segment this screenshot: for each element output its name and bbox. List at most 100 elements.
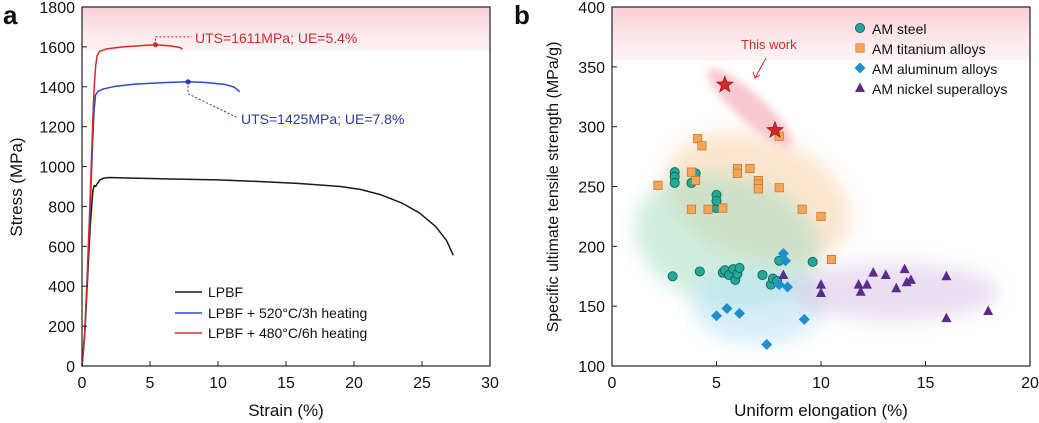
am-titanium-alloys-point [774, 183, 784, 193]
legend-label-am-titanium-alloys: AM titanium alloys [872, 41, 986, 57]
am-aluminum-alloys-point [721, 303, 733, 315]
panel-b-ticks: 0 5 10 15 20 100 150 200 250 300 350 400 [578, 0, 1039, 392]
panel-a-annotation-red-leader [154, 36, 192, 45]
am-nickel-superalloys-point [778, 269, 789, 280]
am-titanium-alloys-point [703, 204, 713, 214]
panel-a-ticks: 0 5 10 15 20 25 30 0 200 400 600 800 1000 1200 1400 160… [39, 0, 499, 392]
panel-a-annotation-red-text: UTS=1611MPa; UE=5.4% [195, 30, 357, 46]
am-nickel-superalloys-point [816, 279, 826, 289]
panel-b-y-tick-label: 300 [578, 120, 605, 137]
am-nickel-superalloys-point [941, 270, 952, 281]
am-aluminum-alloys-point [773, 279, 785, 291]
am-titanium-alloys-point [697, 141, 707, 151]
panel-b-x-tick-label: 20 [1021, 375, 1039, 392]
am-aluminum-alloys-point [733, 307, 745, 319]
panel-b-y-tick-label: 100 [578, 359, 605, 376]
this-work-arrow-shaft [754, 57, 767, 79]
panel-a-series-line-1 [81, 81, 241, 367]
this-work-arrow-head [752, 71, 761, 79]
am-steel-point [807, 256, 818, 267]
panel-b-y-tick-label: 200 [578, 239, 605, 256]
am-nickel-superalloys-point [983, 305, 994, 315]
am-steel-point [667, 271, 678, 282]
am-nickel-superalloys-point [905, 274, 916, 284]
legend-marker-am-nickel-superalloys [855, 82, 865, 92]
panel-b-y-tick-label: 400 [578, 0, 605, 17]
am-aluminum-alloys-point [779, 255, 791, 267]
legend-marker-am-aluminum-alloys [854, 62, 866, 74]
panel-b-legend: AM steel AM titanium alloys AM aluminum al… [854, 21, 1007, 97]
panel-a-series-line-0 [81, 176, 454, 367]
panel-b-label: b [514, 0, 530, 30]
panel-a-x-tick-label: 15 [277, 375, 295, 392]
panel-a-series-group [81, 42, 454, 367]
this-work-point [715, 75, 734, 93]
am-titanium-alloys-point [753, 184, 763, 194]
panel-a-annotation-blue-text: UTS=1425MPa; UE=7.8% [241, 111, 404, 127]
panel-a-x-tick-label: 5 [146, 375, 155, 392]
am-titanium-alloys-point [732, 168, 742, 178]
am-titanium-alloys-point [691, 176, 701, 186]
am-nickel-superalloys-point [880, 269, 891, 280]
panel-b-y-tick-label: 150 [578, 299, 605, 316]
am-aluminum-alloys-point [711, 310, 722, 322]
panel-a-x-axis-label: Strain (%) [248, 401, 324, 420]
am-nickel-superalloys-point [868, 267, 879, 277]
legend-marker-am-steel [855, 22, 866, 33]
panel-a-y-tick-label: 800 [48, 199, 75, 216]
am-aluminum-alloys-point [761, 338, 773, 350]
panel-b-region-ellipses [634, 68, 999, 345]
legend-marker-am-titanium-alloys [855, 43, 865, 53]
legend-label-520c: LPBF + 520°C/3h heating [208, 305, 367, 321]
this-work-point [766, 120, 785, 138]
panel-a-series-line-2 [81, 43, 184, 367]
am-nickel-superalloys-point [861, 279, 872, 289]
panel-b-x-tick-label: 0 [608, 375, 617, 392]
legend-label-lpbf: LPBF [208, 284, 243, 300]
legend-label-am-aluminum-alloys: AM aluminum alloys [872, 61, 997, 77]
panel-a-x-tick-label: 25 [413, 375, 431, 392]
panel-a-y-tick-label: 1400 [39, 80, 75, 97]
am-steel-point [694, 266, 705, 277]
am-nickel-superalloys-point [891, 282, 902, 293]
panel-b-y-axis-label: Specific ultimate tensile strength (MPa/… [545, 42, 562, 333]
am-steel-point [757, 270, 768, 281]
panel-a-x-tick-label: 10 [209, 375, 227, 392]
panel-b-x-tick-label: 15 [917, 375, 935, 392]
panel-a-annotation-blue: UTS=1425MPa; UE=7.8% [187, 81, 404, 127]
am-steel-point [711, 195, 722, 206]
this-work-label: This work [741, 37, 797, 52]
am-titanium-alloys-point [745, 164, 755, 174]
am-nickel-superalloys-point [901, 276, 912, 287]
am-aluminum-alloys-point [782, 281, 794, 293]
am-titanium-alloys-point [718, 203, 728, 213]
am-nickel-superalloys-point [941, 312, 952, 323]
panel-a-y-tick-label: 1200 [39, 120, 75, 137]
panel-a-chart: 0 5 10 15 20 25 30 0 200 400 600 800 1000 1200 1400 160… [7, 0, 499, 420]
panel-a-y-tick-label: 400 [48, 279, 75, 296]
panel-b-points [653, 75, 994, 350]
panel-a-y-tick-label: 600 [48, 239, 75, 256]
am-steel-point [669, 177, 680, 188]
panel-a-annotation-red: UTS=1611MPa; UE=5.4% [154, 30, 357, 46]
panel-a-y-tick-label: 1600 [39, 40, 75, 57]
am-titanium-alloys-point [816, 211, 826, 221]
panel-a-legend: LPBF LPBF + 520°C/3h heating LPBF + 480°… [175, 284, 367, 341]
panel-a-y-tick-label: 0 [66, 359, 75, 376]
legend-label-480c: LPBF + 480°C/6h heating [208, 325, 367, 341]
panel-a-y-axis-label: Stress (MPa) [7, 137, 26, 236]
legend-label-am-nickel-superalloys: AM nickel superalloys [872, 81, 1007, 97]
panel-a-x-tick-label: 30 [481, 375, 499, 392]
am-titanium-alloys-point [797, 204, 807, 214]
panel-a-y-tick-label: 200 [48, 319, 75, 336]
panel-b-highlight-band [612, 7, 1030, 61]
panel-b-y-tick-label: 350 [578, 60, 605, 77]
panel-a-y-tick-label: 1800 [39, 0, 75, 17]
am-aluminum-alloys-point [798, 313, 810, 325]
panel-b-x-tick-label: 5 [712, 375, 721, 392]
panel-a-y-tick-label: 1000 [39, 160, 75, 177]
am-steel-point [734, 262, 745, 273]
panel-b-chart: 0 5 10 15 20 100 150 200 250 300 350 400 Uniform el… [545, 0, 1039, 420]
am-titanium-alloys-point [653, 180, 663, 190]
